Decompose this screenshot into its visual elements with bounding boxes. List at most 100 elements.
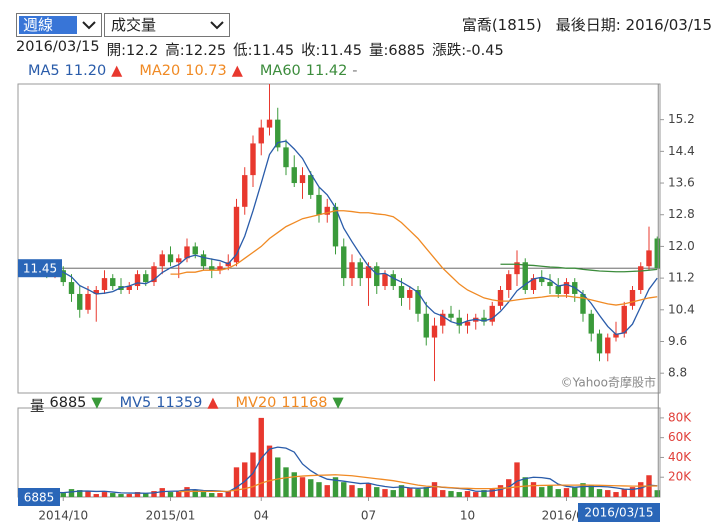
candle-body: [506, 274, 512, 290]
quote-line: 2016/03/15 開:12.2 高:12.25 低:11.45 收:11.45 量:6…: [16, 39, 504, 60]
volume-bar: [629, 487, 636, 497]
last-volume-label: 6885: [24, 491, 55, 505]
volume-bar: [349, 485, 355, 497]
candle-body: [440, 313, 446, 326]
volume-bar: [101, 492, 108, 497]
volume-bar: [192, 490, 198, 497]
volume-bar: [572, 487, 578, 497]
legend-name: MV20: [235, 395, 277, 411]
candle-body: [134, 274, 141, 287]
candle-body: [176, 258, 182, 263]
candle-body: [101, 278, 108, 290]
legend-value: 11359: [156, 395, 203, 411]
candle-body: [184, 246, 190, 259]
candle-body: [258, 127, 264, 144]
candle-body: [629, 290, 636, 306]
volume-bar: [497, 485, 504, 497]
volume-bar: [539, 487, 545, 497]
candle-body: [316, 194, 322, 215]
volume-bar: [134, 492, 141, 497]
volume-bar: [440, 490, 446, 497]
candle-body: [456, 317, 462, 326]
legend-arrow: -: [352, 63, 358, 79]
volume-bar: [151, 491, 157, 497]
last-date-label: 2016/03/15: [584, 506, 653, 520]
last-date: 最後日期: 2016/03/15: [555, 16, 712, 34]
candle-body: [209, 266, 215, 271]
candle-body: [233, 206, 240, 263]
volume-bar: [85, 491, 91, 497]
dropdown-arrow: [82, 21, 96, 30]
volume-bar: [398, 485, 405, 497]
x-tick-label: 07: [361, 509, 376, 523]
candle-body: [308, 175, 314, 195]
legend-arrow: ▼: [332, 395, 344, 411]
candle-body: [621, 305, 627, 334]
volume-plot-frame: [17, 407, 661, 498]
volume-bar: [638, 482, 644, 497]
candle-body: [299, 175, 306, 184]
volume-bar: [242, 462, 248, 497]
legend-entry: MA60 11.42-: [260, 63, 358, 79]
volume-bar: [332, 477, 339, 497]
candle-body: [324, 206, 330, 215]
indicator-select[interactable]: 成交量: [104, 13, 230, 37]
volume-bar: [167, 492, 174, 497]
candle-body: [563, 282, 570, 294]
candle-body: [522, 262, 528, 290]
legend-arrow: ▼: [91, 395, 103, 411]
quote-item: 漲跌:-0.45: [432, 43, 504, 59]
candle-body: [464, 321, 471, 326]
legend-value: 6885: [49, 395, 87, 411]
volume-bar: [93, 494, 99, 497]
dropdown-arrow: [210, 21, 224, 30]
candle-body: [514, 262, 520, 275]
volume-bar: [514, 462, 520, 497]
volume-bar: [448, 491, 454, 497]
quote-item: 高:12.25: [165, 43, 227, 59]
legend-value: 10.73: [185, 63, 227, 79]
legend-name: MV5: [119, 395, 152, 411]
volume-bar: [118, 494, 124, 497]
period-select[interactable]: 週線: [16, 13, 102, 37]
quote-item: 開:12.2: [106, 43, 159, 59]
candle-body: [85, 293, 91, 310]
candle-body: [407, 290, 413, 298]
volume-bar: [275, 457, 281, 497]
candle-body: [423, 313, 429, 338]
volume-bar: [299, 477, 306, 497]
candle-body: [126, 286, 132, 290]
candle-body: [646, 250, 652, 267]
y-tick-label: 20K: [668, 470, 692, 484]
stock-info: 富喬(1815) 最後日期: 2016/03/15: [462, 14, 712, 35]
volume-bar: [547, 485, 553, 497]
x-tick-label: 10: [460, 509, 475, 523]
x-tick-label: 04: [254, 509, 269, 523]
quote-item: 2016/03/15: [16, 39, 100, 55]
volume-bar: [77, 490, 83, 497]
volume-bar: [423, 487, 429, 497]
ma-line: [500, 263, 658, 273]
quote-item: 低:11.45: [233, 43, 295, 59]
x-tick-label: 2014/10: [38, 509, 88, 523]
candle-body: [250, 143, 256, 176]
volume-bar: [580, 483, 586, 497]
candle-body: [654, 238, 660, 269]
volume-bar: [176, 491, 182, 497]
candle-body: [398, 286, 405, 298]
candle-body: [200, 254, 207, 267]
volume-bar: [555, 489, 561, 497]
candle-body: [167, 254, 174, 263]
volume-bar: [605, 490, 611, 497]
watermark: ©Yahoo奇摩股市: [561, 375, 656, 390]
last-volume-box: [18, 488, 60, 506]
mv-line: [54, 446, 658, 494]
ma-legend: MA5 11.20 ▲ MA20 10.73 ▲ MA60 11.42-: [28, 63, 368, 79]
candle-body: [341, 246, 347, 279]
y-tick-label: 60K: [668, 430, 692, 444]
y-tick-label: 12.0: [668, 239, 695, 253]
candle-body: [613, 333, 619, 338]
y-tick-label: 9.6: [668, 334, 687, 348]
